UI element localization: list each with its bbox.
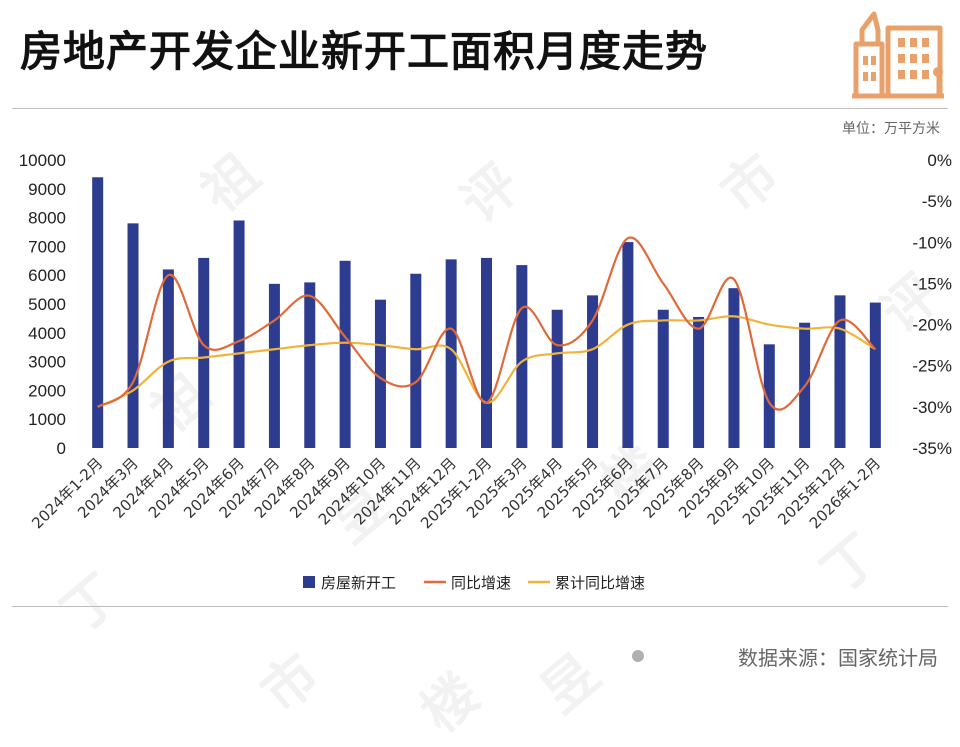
y-right-tick-label: -5% [922, 192, 952, 211]
y-left-tick-label: 9000 [28, 180, 66, 199]
watermark-glyph: 市 [249, 641, 332, 725]
bar [339, 260, 351, 448]
chart: 1000090008000700060005000400030002000100… [19, 151, 952, 592]
y-right-tick-label: -25% [912, 357, 952, 376]
bar [92, 177, 104, 448]
y-right-tick-label: -35% [912, 439, 952, 458]
bar [516, 265, 528, 448]
y-right-tick-label: 0% [927, 151, 952, 170]
bar [162, 269, 174, 448]
watermark-glyph: 昱 [529, 641, 612, 725]
top-divider [12, 108, 948, 109]
bar [587, 295, 599, 448]
y-left-tick-label: 3000 [28, 353, 66, 372]
bar [834, 295, 846, 448]
data-source: 数据来源：国家统计局 [738, 646, 938, 670]
bar [198, 257, 210, 448]
legend-label-yoy: 同比增速 [451, 574, 511, 592]
y-left-tick-label: 0 [57, 439, 66, 458]
bar [622, 242, 634, 448]
bar [551, 309, 563, 448]
building-icon [852, 11, 944, 99]
legend-label-bar: 房屋新开工 [321, 574, 396, 592]
page-title: 房地产开发企业新开工面积月度走势 [20, 27, 709, 76]
bar [233, 220, 245, 448]
bottom-divider [12, 606, 948, 607]
y-right-tick-label: -30% [912, 398, 952, 417]
yoy-growth-line [97, 236, 877, 411]
y-right-tick-label: -15% [912, 274, 952, 293]
y-left-tick-label: 1000 [28, 410, 66, 429]
legend-swatch-bar [303, 576, 315, 588]
source-bullet [632, 650, 644, 662]
bar [657, 309, 669, 448]
bar [268, 283, 280, 448]
bar [410, 273, 422, 448]
y-left-tick-label: 5000 [28, 295, 66, 314]
bar [481, 257, 492, 448]
y-left-tick-label: 10000 [19, 151, 66, 170]
bar [374, 299, 386, 448]
watermark-glyph: 楼 [409, 661, 492, 745]
y-right-tick-label: -20% [912, 316, 952, 335]
bar [304, 282, 316, 448]
y-left-tick-label: 4000 [28, 324, 66, 343]
unit-label: 单位：万平方米 [842, 121, 940, 137]
bar [869, 302, 881, 448]
y-left-tick-label: 7000 [28, 237, 66, 256]
bar [127, 223, 139, 448]
bar [728, 288, 740, 448]
bar [445, 259, 457, 448]
y-left-tick-label: 6000 [28, 266, 66, 285]
bar [763, 344, 775, 448]
y-right-tick-label: -10% [912, 233, 952, 252]
bar [693, 316, 705, 448]
y-left-tick-label: 2000 [28, 381, 66, 400]
y-left-tick-label: 8000 [28, 209, 66, 228]
legend-label-cumulative: 累计同比增速 [555, 574, 645, 592]
